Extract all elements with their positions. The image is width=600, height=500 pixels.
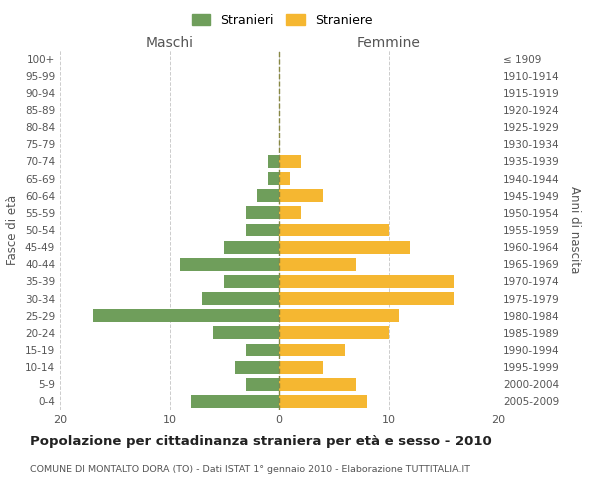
Bar — [181, 258, 279, 270]
Bar — [279, 395, 367, 408]
Bar — [279, 378, 356, 390]
Legend: Stranieri, Straniere: Stranieri, Straniere — [187, 8, 377, 32]
Text: Popolazione per cittadinanza straniera per età e sesso - 2010: Popolazione per cittadinanza straniera p… — [30, 435, 492, 448]
Bar — [214, 326, 279, 340]
Bar — [279, 360, 323, 374]
Bar — [93, 310, 279, 322]
Bar — [279, 326, 389, 340]
Bar — [279, 310, 400, 322]
Bar — [279, 172, 290, 185]
Bar — [279, 224, 389, 236]
Bar — [268, 155, 279, 168]
Bar — [279, 258, 356, 270]
Bar — [279, 190, 323, 202]
Bar — [279, 240, 410, 254]
Y-axis label: Anni di nascita: Anni di nascita — [568, 186, 581, 274]
Y-axis label: Fasce di età: Fasce di età — [7, 195, 19, 265]
Text: Maschi: Maschi — [145, 36, 193, 50]
Bar — [246, 206, 279, 220]
Bar — [202, 292, 279, 305]
Bar — [279, 344, 345, 356]
Bar — [246, 224, 279, 236]
Bar — [235, 360, 279, 374]
Bar — [191, 395, 279, 408]
Bar — [279, 155, 301, 168]
Bar — [246, 378, 279, 390]
Bar — [224, 275, 279, 288]
Bar — [268, 172, 279, 185]
Text: COMUNE DI MONTALTO DORA (TO) - Dati ISTAT 1° gennaio 2010 - Elaborazione TUTTITA: COMUNE DI MONTALTO DORA (TO) - Dati ISTA… — [30, 465, 470, 474]
Text: Femmine: Femmine — [356, 36, 421, 50]
Bar — [279, 206, 301, 220]
Bar — [246, 344, 279, 356]
Bar — [224, 240, 279, 254]
Bar — [279, 275, 454, 288]
Bar — [257, 190, 279, 202]
Bar — [279, 292, 454, 305]
